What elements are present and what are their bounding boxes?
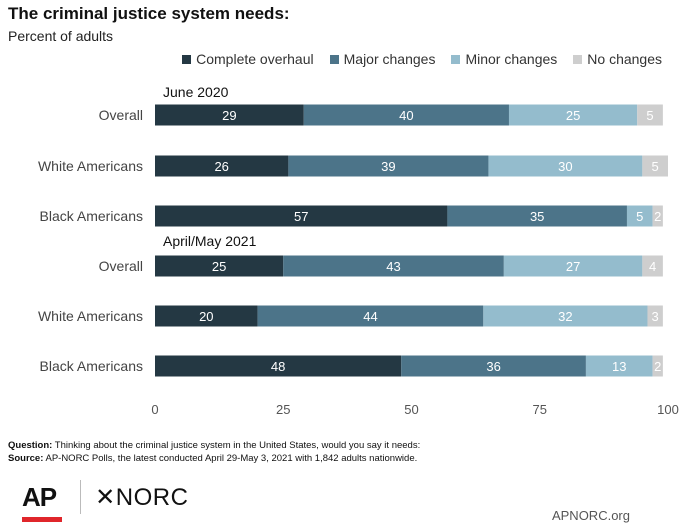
data-label: 27 bbox=[566, 259, 580, 274]
data-label: 5 bbox=[646, 108, 653, 123]
logo-divider bbox=[80, 480, 82, 514]
data-label: 57 bbox=[294, 209, 308, 224]
footnote-question: Question: Thinking about the criminal ju… bbox=[8, 440, 420, 451]
bar-segment bbox=[488, 155, 643, 177]
chart-subtitle: Percent of adults bbox=[8, 28, 114, 44]
website-link[interactable]: APNORC.org bbox=[551, 508, 630, 523]
data-label: 13 bbox=[612, 359, 626, 374]
data-label: 44 bbox=[363, 309, 377, 324]
legend-label: Minor changes bbox=[465, 51, 558, 67]
norc-logo: ✕NORC bbox=[95, 483, 189, 511]
data-label: 43 bbox=[386, 259, 400, 274]
logos: AP ✕NORC bbox=[22, 480, 189, 522]
data-label: 40 bbox=[399, 108, 413, 123]
legend-item-major-changes: Major changes bbox=[329, 51, 436, 67]
bar-segment bbox=[155, 305, 258, 327]
footnote-question-label: Question: bbox=[8, 440, 53, 451]
legend-swatch bbox=[451, 54, 461, 64]
data-label: 36 bbox=[486, 359, 500, 374]
bar-segment bbox=[508, 104, 638, 126]
data-label: 39 bbox=[381, 159, 395, 174]
data-label: 35 bbox=[530, 209, 544, 224]
data-label: 4 bbox=[649, 259, 656, 274]
bar-segment bbox=[303, 104, 509, 126]
bar-segment bbox=[483, 305, 648, 327]
bar-segment bbox=[647, 305, 663, 327]
footnote-source: Source: AP-NORC Polls, the latest conduc… bbox=[8, 453, 417, 464]
legend-swatch bbox=[329, 54, 339, 64]
bar-segment bbox=[257, 305, 484, 327]
bar-segment bbox=[652, 355, 663, 377]
data-label: 30 bbox=[558, 159, 572, 174]
data-label: 2 bbox=[654, 209, 661, 224]
bar-segment bbox=[642, 155, 668, 177]
category-label: Overall bbox=[99, 258, 143, 274]
bar-segment bbox=[155, 205, 448, 227]
footnote-source-label: Source: bbox=[8, 453, 44, 464]
legend-label: No changes bbox=[587, 51, 662, 67]
bar-segment bbox=[585, 355, 653, 377]
bar-segment bbox=[652, 205, 663, 227]
bar-segment bbox=[642, 255, 663, 277]
group-label: April/May 2021 bbox=[163, 233, 257, 249]
data-label: 2 bbox=[654, 359, 661, 374]
x-tick-label: 0 bbox=[151, 402, 158, 417]
ap-logo-text: AP bbox=[22, 482, 57, 512]
x-tick-label: 100 bbox=[657, 402, 679, 417]
legend-swatch bbox=[182, 54, 192, 64]
stacked-bar-chart: June 2020 April/May 2021 Overall White Amer… bbox=[38, 84, 679, 417]
data-label: 25 bbox=[566, 108, 580, 123]
legend-label: Major changes bbox=[343, 51, 436, 67]
x-tick-label: 75 bbox=[533, 402, 547, 417]
category-label: White Americans bbox=[38, 308, 143, 324]
data-label: 5 bbox=[652, 159, 659, 174]
bar-segment bbox=[155, 155, 289, 177]
category-label: Black Americans bbox=[40, 358, 143, 374]
legend: Complete overhaul Major changes Minor ch… bbox=[166, 51, 662, 67]
category-label: White Americans bbox=[38, 158, 143, 174]
data-label: 3 bbox=[652, 309, 659, 324]
footnote-question-text: Thinking about the criminal justice syst… bbox=[52, 440, 421, 451]
bar-segment bbox=[637, 104, 663, 126]
bar-segment bbox=[447, 205, 627, 227]
bar-segment bbox=[283, 255, 504, 277]
legend-item-minor-changes: Minor changes bbox=[451, 51, 557, 67]
data-label: 29 bbox=[222, 108, 236, 123]
legend-item-complete-overhaul: Complete overhaul bbox=[182, 51, 314, 67]
category-label: Black Americans bbox=[40, 208, 143, 224]
legend-item-no-changes: No changes bbox=[573, 51, 662, 67]
bar-segment bbox=[626, 205, 653, 227]
data-label: 26 bbox=[214, 159, 228, 174]
footnote-source-text: AP-NORC Polls, the latest conducted Apri… bbox=[43, 453, 418, 464]
bar-segment bbox=[288, 155, 489, 177]
data-label: 25 bbox=[212, 259, 226, 274]
bar-segment bbox=[155, 255, 284, 277]
bar-segment bbox=[155, 355, 402, 377]
chart-title: The criminal justice system needs: bbox=[8, 4, 290, 23]
data-label: 5 bbox=[636, 209, 643, 224]
ap-logo: AP bbox=[22, 482, 62, 522]
category-label: Overall bbox=[99, 107, 143, 123]
bar-segment bbox=[155, 104, 304, 126]
group-label: June 2020 bbox=[163, 84, 229, 100]
data-label: 32 bbox=[558, 309, 572, 324]
ap-logo-underline bbox=[22, 517, 62, 522]
data-label: 48 bbox=[271, 359, 285, 374]
data-label: 20 bbox=[199, 309, 213, 324]
legend-swatch bbox=[573, 54, 583, 64]
x-tick-label: 25 bbox=[276, 402, 290, 417]
bar-segment bbox=[401, 355, 586, 377]
legend-label: Complete overhaul bbox=[196, 51, 314, 67]
bar-segment bbox=[503, 255, 643, 277]
x-tick-label: 50 bbox=[404, 402, 418, 417]
